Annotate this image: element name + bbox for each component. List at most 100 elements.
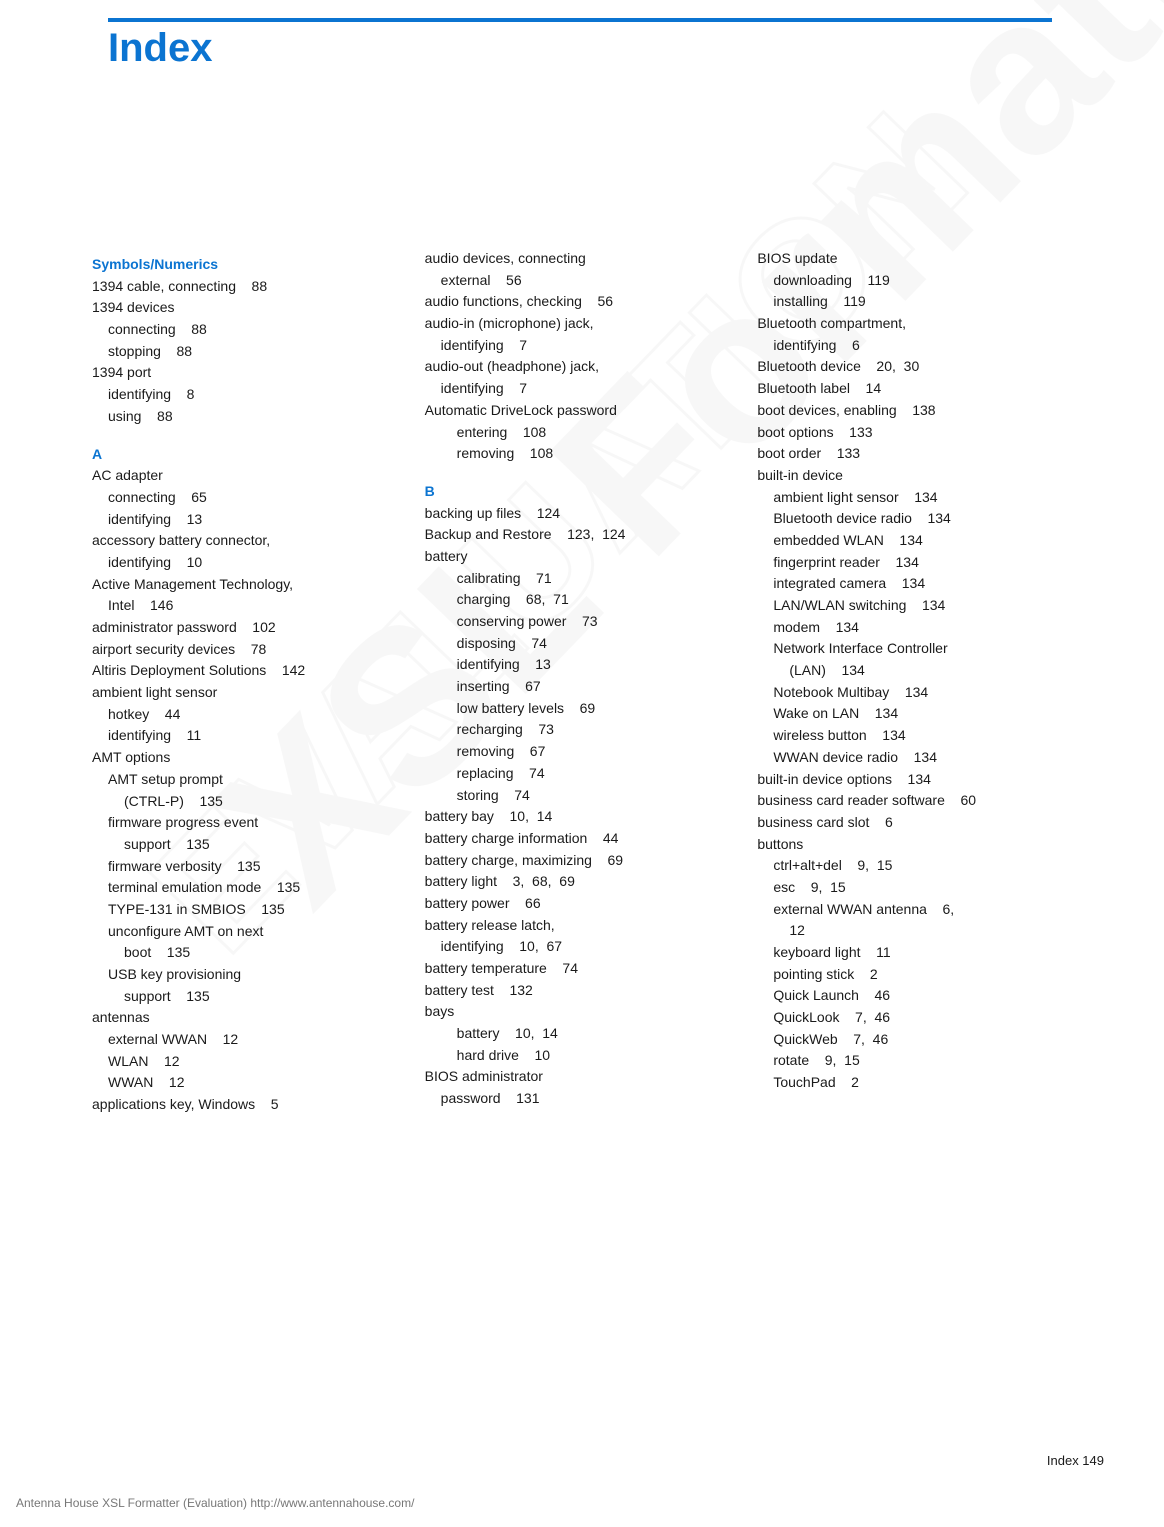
index-entry: airport security devices 78: [92, 639, 399, 661]
index-entry: buttons: [757, 834, 1064, 856]
index-entry: identifying 11: [92, 725, 399, 747]
index-entry: unconfigure AMT on next: [92, 921, 399, 943]
index-entry: battery test 132: [425, 980, 732, 1002]
index-entry: Intel 146: [92, 595, 399, 617]
index-entry: AMT options: [92, 747, 399, 769]
index-entry: Altiris Deployment Solutions 142: [92, 660, 399, 682]
index-entry: (CTRL-P) 135: [92, 791, 399, 813]
index-entry: battery 10, 14: [425, 1023, 732, 1045]
spacer: [425, 465, 732, 475]
index-entry: downloading 119: [757, 270, 1064, 292]
index-entry: removing 108: [425, 443, 732, 465]
index-entry: identifying 6: [757, 335, 1064, 357]
index-entry: Quick Launch 46: [757, 985, 1064, 1007]
index-entry: antennas: [92, 1007, 399, 1029]
index-entry: entering 108: [425, 422, 732, 444]
index-entry: QuickWeb 7, 46: [757, 1029, 1064, 1051]
index-entry: battery power 66: [425, 893, 732, 915]
index-entry: password 131: [425, 1088, 732, 1110]
index-entry: hard drive 10: [425, 1045, 732, 1067]
index-entry: battery charge information 44: [425, 828, 732, 850]
index-entry: BIOS update: [757, 248, 1064, 270]
index-entry: connecting 65: [92, 487, 399, 509]
index-entry: external 56: [425, 270, 732, 292]
index-entry: Active Management Technology,: [92, 574, 399, 596]
index-entry: ambient light sensor 134: [757, 487, 1064, 509]
column-3: BIOS updatedownloading 119installing 119…: [757, 248, 1064, 1116]
section-heading: B: [425, 481, 732, 503]
index-entry: conserving power 73: [425, 611, 732, 633]
index-entry: battery charge, maximizing 69: [425, 850, 732, 872]
index-entry: terminal emulation mode 135: [92, 877, 399, 899]
index-entry: backing up files 124: [425, 503, 732, 525]
index-entry: TouchPad 2: [757, 1072, 1064, 1094]
index-entry: Backup and Restore 123, 124: [425, 524, 732, 546]
index-entry: TYPE-131 in SMBIOS 135: [92, 899, 399, 921]
index-entry: rotate 9, 15: [757, 1050, 1064, 1072]
index-entry: using 88: [92, 406, 399, 428]
index-entry: Bluetooth device radio 134: [757, 508, 1064, 530]
index-entry: accessory battery connector,: [92, 530, 399, 552]
index-entry: WLAN 12: [92, 1051, 399, 1073]
index-entry: esc 9, 15: [757, 877, 1064, 899]
index-entry: identifying 8: [92, 384, 399, 406]
index-entry: Wake on LAN 134: [757, 703, 1064, 725]
footer-text: Antenna House XSL Formatter (Evaluation)…: [16, 1496, 414, 1510]
index-entry: LAN/WLAN switching 134: [757, 595, 1064, 617]
index-entry: 1394 cable, connecting 88: [92, 276, 399, 298]
index-entry: audio-out (headphone) jack,: [425, 356, 732, 378]
index-entry: USB key provisioning: [92, 964, 399, 986]
index-entry: business card slot 6: [757, 812, 1064, 834]
index-entry: low battery levels 69: [425, 698, 732, 720]
index-entry: boot 135: [92, 942, 399, 964]
index-entry: external WWAN 12: [92, 1029, 399, 1051]
index-entry: firmware progress event: [92, 812, 399, 834]
top-rule: [108, 18, 1052, 22]
index-entry: storing 74: [425, 785, 732, 807]
section-heading: A: [92, 444, 399, 466]
index-entry: identifying 10, 67: [425, 936, 732, 958]
index-entry: connecting 88: [92, 319, 399, 341]
index-entry: support 135: [92, 834, 399, 856]
index-entry: BIOS administrator: [425, 1066, 732, 1088]
index-entry: audio-in (microphone) jack,: [425, 313, 732, 335]
index-entry: identifying 7: [425, 378, 732, 400]
index-entry: keyboard light 11: [757, 942, 1064, 964]
index-entry: identifying 13: [92, 509, 399, 531]
index-entry: recharging 73: [425, 719, 732, 741]
index-entry: inserting 67: [425, 676, 732, 698]
index-entry: firmware verbosity 135: [92, 856, 399, 878]
index-entry: modem 134: [757, 617, 1064, 639]
index-columns: Symbols/Numerics1394 cable, connecting 8…: [92, 248, 1064, 1116]
index-entry: identifying 10: [92, 552, 399, 574]
page-number: Index 149: [1047, 1453, 1104, 1468]
index-entry: audio devices, connecting: [425, 248, 732, 270]
index-entry: administrator password 102: [92, 617, 399, 639]
index-entry: battery: [425, 546, 732, 568]
index-entry: built-in device options 134: [757, 769, 1064, 791]
index-entry: boot devices, enabling 138: [757, 400, 1064, 422]
index-entry: WWAN 12: [92, 1072, 399, 1094]
index-entry: AC adapter: [92, 465, 399, 487]
index-entry: replacing 74: [425, 763, 732, 785]
index-entry: support 135: [92, 986, 399, 1008]
index-entry: Bluetooth device 20, 30: [757, 356, 1064, 378]
index-entry: Bluetooth compartment,: [757, 313, 1064, 335]
index-entry: external WWAN antenna 6,: [757, 899, 1064, 921]
index-entry: applications key, Windows 5: [92, 1094, 399, 1116]
index-entry: fingerprint reader 134: [757, 552, 1064, 574]
index-entry: ambient light sensor: [92, 682, 399, 704]
index-entry: 12: [757, 920, 1064, 942]
section-heading: Symbols/Numerics: [92, 254, 399, 276]
index-entry: wireless button 134: [757, 725, 1064, 747]
index-entry: installing 119: [757, 291, 1064, 313]
index-entry: Notebook Multibay 134: [757, 682, 1064, 704]
index-entry: battery temperature 74: [425, 958, 732, 980]
index-entry: boot order 133: [757, 443, 1064, 465]
index-entry: battery release latch,: [425, 915, 732, 937]
index-entry: battery bay 10, 14: [425, 806, 732, 828]
index-entry: removing 67: [425, 741, 732, 763]
index-entry: stopping 88: [92, 341, 399, 363]
index-entry: identifying 7: [425, 335, 732, 357]
index-entry: Network Interface Controller: [757, 638, 1064, 660]
